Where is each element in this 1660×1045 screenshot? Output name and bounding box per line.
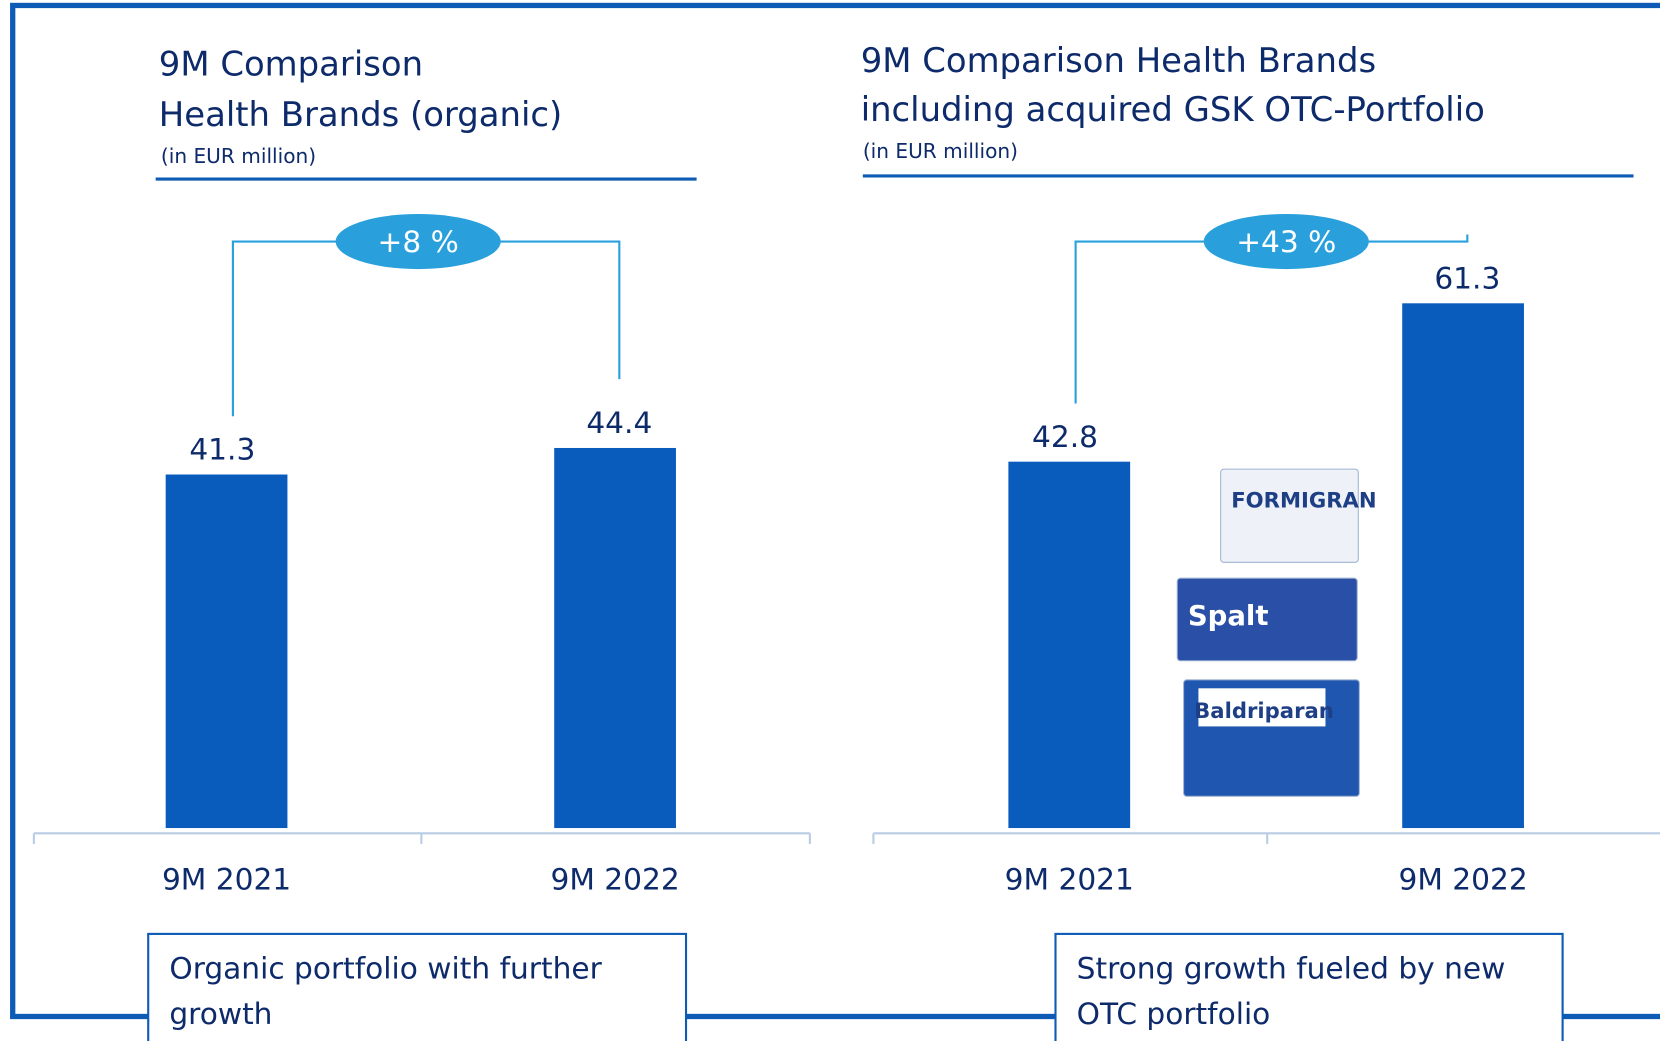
x-tick-label: 9M 2022 — [1398, 861, 1527, 896]
note-text: Organic portfolio with further — [169, 950, 602, 985]
chart-subtitle: (in EUR million) — [863, 139, 1018, 163]
frame — [10, 2, 1660, 1020]
x-tick-label: 9M 2021 — [1005, 861, 1134, 896]
note-text: Strong growth fueled by new — [1077, 950, 1506, 985]
bar — [165, 474, 288, 829]
growth-label: +8 % — [378, 224, 459, 259]
growth-label: +43 % — [1236, 224, 1336, 259]
bar — [1008, 461, 1131, 829]
x-tick-label: 9M 2022 — [550, 861, 679, 896]
note-box — [1054, 932, 1564, 1045]
x-tick-label: 9M 2021 — [162, 861, 291, 896]
chart: 9M Comparison Health Brands (organic) (in … — [32, 44, 811, 1045]
growth-badge — [1203, 214, 1369, 270]
note-text: growth — [169, 996, 272, 1031]
chart-title: 9M Comparison Health Brands — [861, 41, 1376, 80]
growth-badge — [335, 214, 501, 270]
value-label: 44.4 — [586, 405, 652, 440]
chart-title: 9M Comparison — [159, 44, 423, 83]
bar — [1402, 303, 1524, 829]
product-name: Spalt — [1188, 600, 1269, 632]
product-name: FORMIGRAN — [1231, 487, 1376, 512]
chart: 9M Comparison Health Brands including acq… — [861, 41, 1660, 1045]
product-images: FORMIGRAN Spalt Baldriparan — [1176, 468, 1377, 797]
product-name: Baldriparan — [1194, 698, 1334, 723]
product-box — [1220, 468, 1359, 563]
value-label: 41.3 — [189, 432, 255, 467]
product-box — [1176, 577, 1358, 662]
chart-title: including acquired GSK OTC-Portfolio — [861, 90, 1485, 129]
product-label-bg — [1198, 688, 1326, 727]
note-text: OTC portfolio — [1077, 996, 1271, 1031]
value-label: 42.8 — [1032, 419, 1098, 454]
chart-title: Health Brands (organic) — [159, 95, 562, 134]
bar — [554, 447, 676, 829]
chart-subtitle: (in EUR million) — [161, 144, 316, 168]
note-box — [147, 932, 688, 1045]
value-label: 61.3 — [1434, 260, 1500, 295]
